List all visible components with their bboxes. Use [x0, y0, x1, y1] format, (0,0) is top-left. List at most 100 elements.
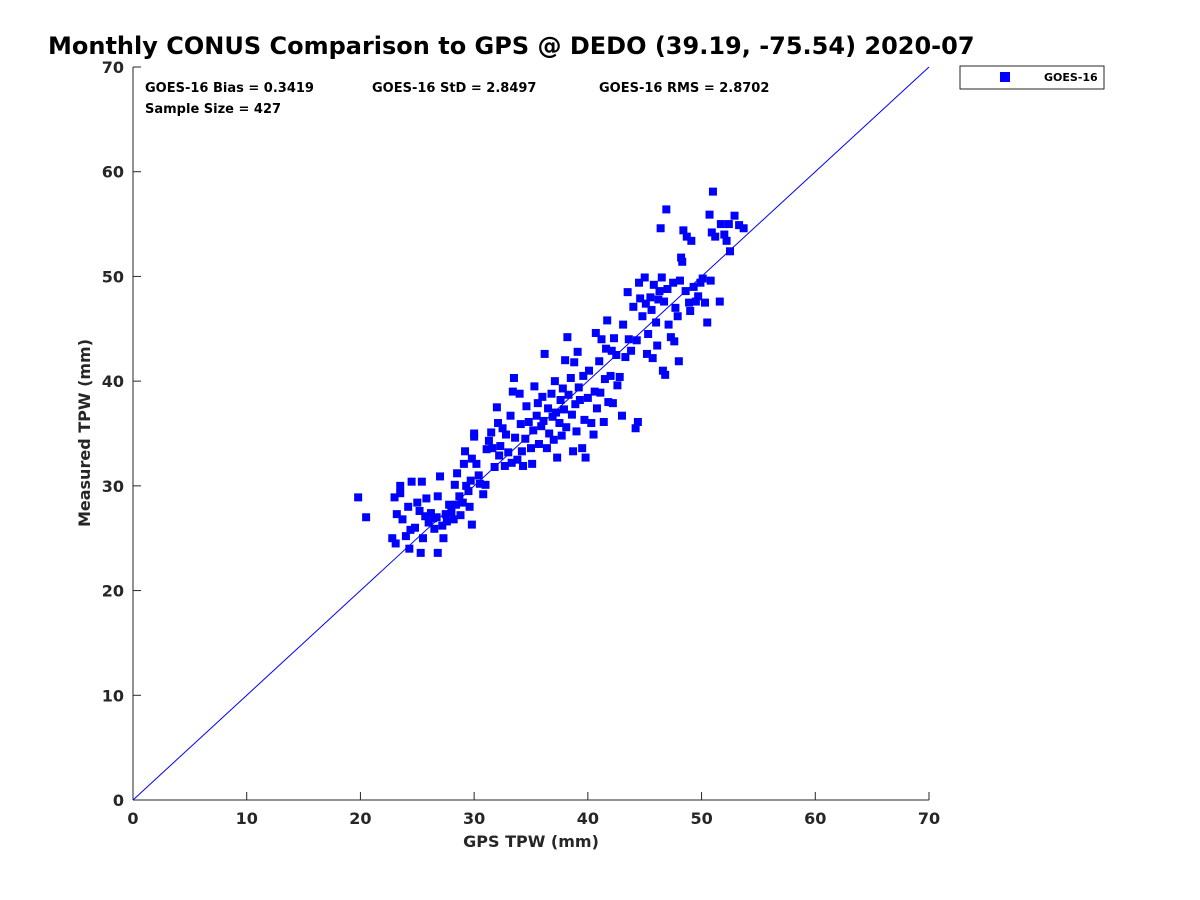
data-point — [481, 480, 490, 489]
y-tick-label: 30 — [102, 477, 124, 496]
data-point — [509, 374, 518, 383]
data-point — [703, 318, 712, 327]
data-point — [396, 481, 405, 490]
data-point — [407, 477, 416, 486]
data-point — [487, 428, 496, 437]
chart-title: Monthly CONUS Comparison to GPS @ DEDO (… — [48, 32, 975, 60]
data-point — [720, 230, 729, 239]
data-point — [549, 435, 558, 444]
rms-annotation: GOES-16 RMS = 2.8702 — [599, 81, 769, 96]
data-point — [504, 448, 513, 457]
data-point — [550, 377, 559, 386]
legend-box — [959, 65, 1105, 90]
data-point — [422, 494, 431, 503]
data-point — [404, 502, 413, 511]
data-point — [515, 389, 524, 398]
data-point — [475, 479, 484, 488]
data-point — [584, 366, 593, 375]
data-point — [663, 284, 672, 293]
data-point — [691, 297, 700, 306]
data-point — [484, 436, 493, 445]
data-point — [687, 236, 696, 245]
x-tick-label: 60 — [804, 809, 826, 828]
data-point — [411, 523, 420, 532]
data-point — [583, 393, 592, 402]
data-point — [579, 371, 588, 380]
data-point — [461, 447, 470, 456]
data-point — [590, 387, 599, 396]
data-point — [508, 387, 517, 396]
data-point — [424, 518, 433, 527]
data-point — [539, 416, 548, 425]
data-point — [647, 305, 656, 314]
data-point — [569, 447, 578, 456]
data-point — [700, 298, 709, 307]
data-point — [540, 349, 549, 358]
data-point — [666, 333, 675, 342]
data-point — [599, 417, 608, 426]
data-point — [661, 370, 670, 379]
data-point — [533, 399, 542, 408]
data-point — [494, 419, 503, 428]
data-point — [636, 294, 645, 303]
data-point — [658, 366, 667, 375]
bias-annotation: GOES-16 Bias = 0.3419 — [145, 81, 314, 96]
data-point — [657, 273, 666, 282]
data-point — [638, 312, 647, 321]
data-point — [511, 433, 520, 442]
plot-area — [132, 67, 929, 801]
data-point — [354, 493, 363, 502]
data-point — [466, 476, 475, 485]
data-point — [564, 390, 573, 399]
data-point — [571, 400, 580, 409]
data-point — [534, 439, 543, 448]
y-tick-label: 70 — [102, 58, 124, 77]
data-point — [544, 404, 553, 413]
data-point — [506, 411, 515, 420]
data-point — [671, 303, 680, 312]
data-point — [417, 477, 426, 486]
data-point — [467, 520, 476, 529]
data-point — [521, 434, 530, 443]
data-point — [644, 330, 653, 339]
data-point — [517, 447, 526, 456]
data-point — [458, 498, 467, 507]
data-point — [607, 346, 616, 355]
data-point — [739, 224, 748, 233]
data-point — [613, 381, 622, 390]
data-point — [527, 444, 535, 453]
data-point — [559, 405, 568, 414]
data-point — [624, 335, 633, 344]
data-point — [467, 454, 476, 463]
y-tick-label: 60 — [102, 163, 124, 182]
data-point — [362, 513, 371, 522]
data-point — [474, 471, 483, 480]
data-point — [465, 502, 474, 511]
data-point — [430, 524, 439, 533]
x-tick-label: 0 — [127, 809, 138, 828]
data-point — [462, 481, 471, 490]
data-point — [459, 459, 468, 468]
data-point — [597, 335, 606, 344]
data-point — [524, 417, 533, 426]
data-point — [656, 224, 665, 233]
data-point — [649, 280, 658, 289]
data-point — [388, 534, 397, 543]
data-point — [580, 415, 589, 424]
data-point — [655, 287, 664, 296]
data-point — [406, 525, 415, 534]
data-point — [530, 382, 539, 391]
data-point — [596, 388, 605, 397]
data-point — [562, 423, 571, 432]
data-point — [674, 357, 683, 366]
data-point — [516, 420, 525, 429]
data-point — [724, 220, 733, 229]
data-point — [711, 232, 720, 241]
data-point — [500, 461, 509, 470]
data-point — [610, 334, 619, 343]
data-point — [670, 337, 679, 346]
data-point — [632, 336, 641, 345]
data-point — [492, 403, 501, 412]
data-point — [405, 544, 414, 553]
data-point — [572, 427, 581, 436]
